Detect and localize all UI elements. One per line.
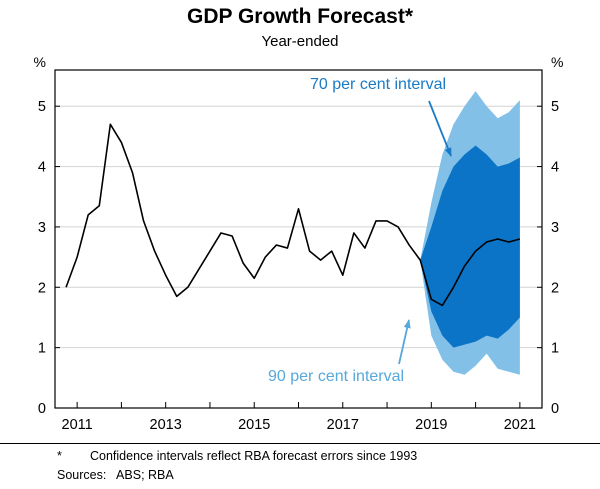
x-tick-label: 2021 [504, 417, 536, 433]
y-tick-label-left: 0 [38, 401, 46, 417]
footnote-divider [0, 443, 600, 444]
y-axis-unit-left: % [33, 54, 46, 70]
chart-subtitle: Year-ended [261, 33, 339, 50]
y-tick-label-right: 2 [551, 280, 559, 296]
y-tick-label-right: 0 [551, 401, 559, 417]
x-tick-label: 2017 [327, 417, 359, 433]
x-tick-label: 2013 [150, 417, 182, 433]
y-tick-label-right: 5 [551, 99, 559, 115]
gdp-line [65, 123, 521, 307]
x-tick-label: 2019 [415, 417, 447, 433]
footnote: * Confidence intervals reflect RBA foreca… [57, 449, 417, 463]
sources: Sources: ABS; RBA [57, 468, 174, 482]
arrow-90-interval [398, 319, 411, 365]
y-tick-label-right: 4 [551, 160, 559, 176]
band-70 [420, 145, 520, 348]
y-tick-label-right: 1 [551, 341, 559, 357]
y-tick-label-left: 1 [38, 341, 46, 357]
chart-title: GDP Growth Forecast* [187, 5, 413, 28]
y-tick-label-left: 3 [38, 220, 46, 236]
x-tick-label: 2015 [238, 417, 270, 433]
arrow-70-interval [428, 100, 452, 157]
annotation-70-interval: 70 per cent interval [310, 76, 447, 93]
footnote-text: Confidence intervals reflect RBA forecas… [90, 449, 418, 463]
annotation-90-interval: 90 per cent interval [268, 368, 405, 385]
y-tick-label-right: 3 [551, 220, 559, 236]
y-tick-label-left: 2 [38, 280, 46, 296]
y-tick-label-left: 5 [38, 99, 46, 115]
footnote-marker: * [57, 449, 62, 463]
y-axis-unit-right: % [551, 54, 564, 70]
y-tick-label-left: 4 [38, 160, 46, 176]
x-tick-label: 2011 [62, 417, 93, 433]
